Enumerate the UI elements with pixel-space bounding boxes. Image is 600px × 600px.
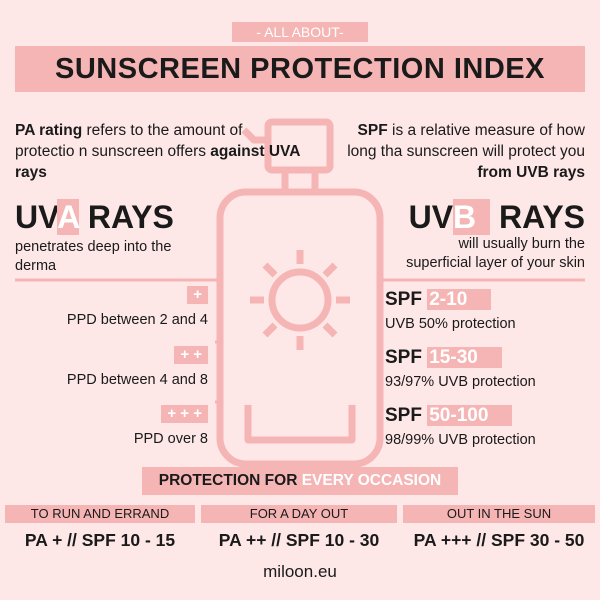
title: SUNSCREEN PROTECTION INDEX bbox=[15, 46, 585, 92]
pa-symbol: + + + bbox=[161, 405, 208, 423]
uva-letter: A bbox=[57, 199, 79, 235]
spf-prefix: SPF bbox=[385, 289, 422, 310]
spf-intro: SPF is a relative measure of how long th… bbox=[330, 120, 585, 183]
uva-heading: UVA RAYS bbox=[15, 198, 174, 236]
pa-intro-bold: against UVA rays bbox=[15, 143, 300, 181]
occasion-label: TO RUN AND ERRAND bbox=[5, 505, 195, 523]
occasion-label: OUT IN THE SUN bbox=[403, 505, 595, 523]
footer: miloon.eu bbox=[263, 562, 337, 581]
uvb-description: will usually burn the superficial layer … bbox=[406, 236, 585, 271]
pa-intro: PA rating refers to the amount of protec… bbox=[15, 120, 300, 183]
uvb-prefix: UV bbox=[408, 199, 454, 235]
pa-label: PPD between 2 and 4 bbox=[66, 312, 208, 328]
occasion-label: FOR A DAY OUT bbox=[201, 505, 397, 523]
occasion-title-start: PROTECTION FOR bbox=[158, 472, 298, 489]
spf-heading: SPF 15-30 bbox=[385, 346, 502, 370]
spf-label: 98/99% UVB protection bbox=[385, 432, 536, 448]
spf-intro-bold: from UVB rays bbox=[477, 164, 585, 181]
spf-range: 15-30 bbox=[427, 347, 502, 368]
spf-prefix: SPF bbox=[385, 347, 422, 368]
uva-suffix: RAYS bbox=[87, 199, 174, 235]
spf-range: 50-100 bbox=[427, 405, 513, 426]
uva-prefix: UV bbox=[15, 199, 58, 235]
spf-intro-text: is a relative measure of how long tha su… bbox=[347, 122, 585, 160]
occasion-title: PROTECTION FOR EVERY OCCASION bbox=[142, 467, 458, 495]
pa-symbol: + + bbox=[174, 346, 208, 364]
uvb-heading: UVB RAYS bbox=[409, 198, 585, 236]
uvb-suffix: RAYS bbox=[499, 199, 585, 235]
spf-range: 2-10 bbox=[427, 289, 492, 310]
pa-intro-text: refers to the amount of protectio n suns… bbox=[15, 122, 243, 160]
pa-label: PPD between 4 and 8 bbox=[66, 372, 208, 388]
occasion-value: PA ++ // SPF 10 - 30 bbox=[218, 530, 380, 550]
pa-label: PPD over 8 bbox=[133, 431, 208, 447]
spf-label: 93/97% UVB protection bbox=[385, 374, 536, 390]
pa-intro-bold: PA rating bbox=[15, 122, 83, 139]
kicker: - ALL ABOUT- bbox=[232, 22, 368, 42]
occasion-value: PA + // SPF 10 - 15 bbox=[24, 530, 176, 550]
occasion-value: PA +++ // SPF 30 - 50 bbox=[413, 530, 585, 550]
spf-heading: SPF 2-10 bbox=[385, 288, 492, 312]
spf-intro-bold: SPF bbox=[357, 122, 388, 139]
spf-prefix: SPF bbox=[385, 405, 422, 426]
uvb-letter: B bbox=[453, 199, 491, 235]
pa-symbol: + bbox=[187, 286, 208, 304]
uva-description: penetrates deep into the derma bbox=[15, 239, 172, 274]
occasion-title-end: EVERY OCCASION bbox=[301, 472, 442, 489]
spf-heading: SPF 50-100 bbox=[385, 404, 513, 428]
spf-label: UVB 50% protection bbox=[385, 316, 516, 332]
